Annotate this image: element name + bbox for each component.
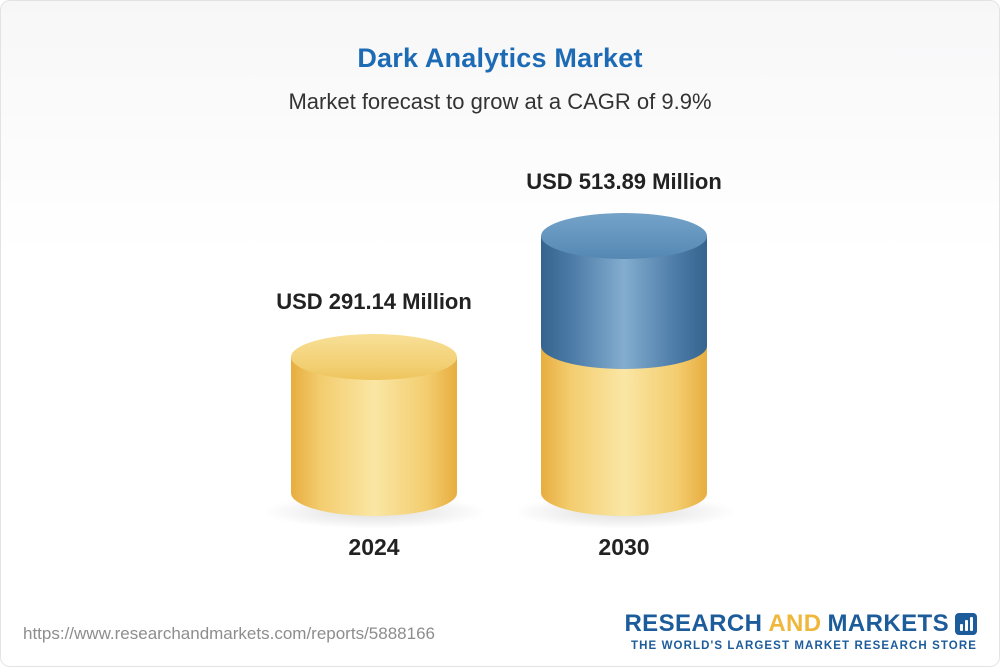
bar-2024-top-face <box>291 334 457 380</box>
footer: https://www.researchandmarkets.com/repor… <box>1 604 999 666</box>
chart-subtitle: Market forecast to grow at a CAGR of 9.9… <box>288 89 712 114</box>
bar-2024 <box>291 334 457 516</box>
logo-word-research: RESEARCH <box>624 610 763 637</box>
x-axis-label-2030: 2030 <box>598 534 650 560</box>
logo-tagline: THE WORLD'S LARGEST MARKET RESEARCH STOR… <box>631 640 977 652</box>
bar-2024-body <box>291 357 457 516</box>
logo-word-markets: MARKETS <box>827 610 949 637</box>
value-label-2030: USD 513.89 Million <box>526 169 722 194</box>
research-and-markets-logo: RESEARCH AND MARKETS THE WORLD'S LARGEST… <box>624 610 977 652</box>
bar-chart-logo-icon <box>955 613 977 635</box>
chart-title: Dark Analytics Market <box>357 43 643 73</box>
logo-wordmark: RESEARCH AND MARKETS <box>624 610 977 638</box>
bar-2030-top-face <box>541 213 707 259</box>
bar-2030 <box>541 213 707 516</box>
value-label-2024: USD 291.14 Million <box>276 289 472 314</box>
report-url-link[interactable]: https://www.researchandmarkets.com/repor… <box>23 624 435 643</box>
bar-2030-base-segment <box>541 346 707 516</box>
x-axis-label-2024: 2024 <box>348 534 400 560</box>
logo-word-and: AND <box>768 610 822 637</box>
bar-2030-growth-segment <box>541 213 707 369</box>
